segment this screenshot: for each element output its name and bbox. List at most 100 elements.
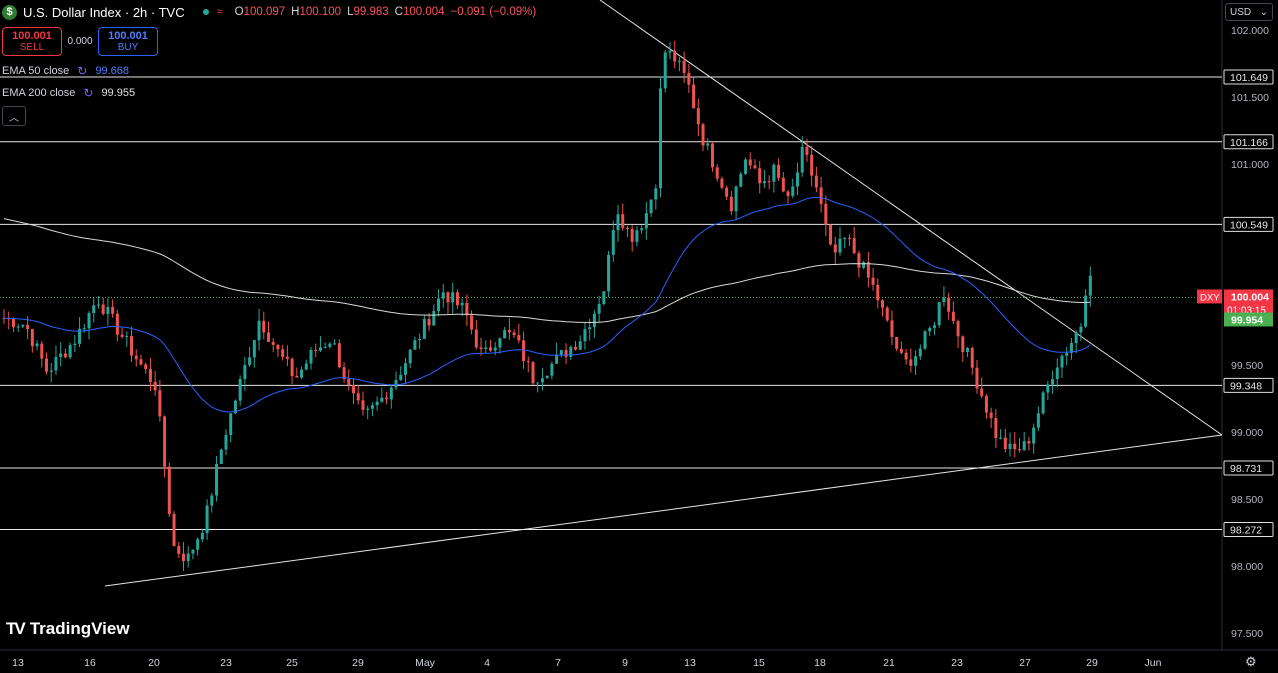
candle-body [574, 346, 578, 350]
ema200-value: 99.955 [101, 87, 136, 99]
candle-body [309, 350, 313, 364]
candle-body [493, 347, 497, 351]
candle-body [819, 187, 823, 204]
candle-body [555, 354, 559, 364]
candle-body [659, 88, 663, 189]
candle-body [843, 237, 847, 239]
candle-body [961, 336, 965, 353]
candle-body [942, 297, 946, 303]
level-price-label: 100.549 [1230, 219, 1268, 231]
candle-body [92, 305, 96, 314]
candle-body [271, 341, 275, 345]
level-price-label: 98.731 [1230, 463, 1262, 475]
candle-body [153, 381, 157, 391]
level-price-label: 101.166 [1230, 137, 1268, 149]
countdown-label: 01:03:15 [1227, 305, 1266, 316]
candle-body [1065, 352, 1069, 356]
candle-body [451, 292, 455, 303]
candle-body [607, 254, 611, 292]
candle-body [810, 154, 814, 176]
candle-body [866, 262, 870, 278]
time-tick-label: 23 [951, 657, 963, 669]
symbol-title[interactable]: U.S. Dollar Index · 2h · TVC [23, 4, 185, 20]
candle-body [725, 187, 729, 197]
candle-body [1069, 343, 1073, 353]
candle-body [441, 292, 445, 299]
trade-panel: 100.001 SELL 0.000 100.001 BUY [2, 27, 158, 56]
candle-body [914, 356, 918, 366]
chevron-up-icon: ︿ [9, 112, 19, 124]
candle-body [588, 327, 592, 330]
candle-body [616, 214, 620, 231]
candle-body [904, 352, 908, 360]
sell-button[interactable]: 100.001 SELL [2, 27, 62, 56]
time-tick-label: 7 [555, 657, 561, 669]
indicator-ema200[interactable]: EMA 200 close ↻ 99.955 [2, 86, 136, 100]
currency-select[interactable]: USD ⌄ [1225, 3, 1273, 21]
candle-body [172, 514, 176, 546]
gear-icon[interactable]: ⚙ [1245, 654, 1257, 669]
candle-body [300, 369, 304, 378]
time-tick-label: May [415, 657, 436, 669]
time-tick-label: 9 [622, 657, 628, 669]
candle-body [975, 367, 979, 389]
candle-body [663, 52, 667, 89]
ohlc-values: O100.097 H100.100 L99.983 C100.004 −0.091 (−… [235, 6, 537, 18]
time-tick-label: 13 [12, 657, 24, 669]
level-price-tag [1223, 522, 1274, 538]
candle-body [824, 203, 828, 225]
candle-body [158, 390, 162, 417]
candle-body [106, 306, 110, 314]
time-tick-label: 15 [753, 657, 765, 669]
candle-body [446, 292, 450, 303]
level-price-tag [1223, 460, 1274, 476]
ohlc-item: C100.004 [394, 6, 445, 18]
candle-body [276, 344, 280, 350]
buy-button[interactable]: 100.001 BUY [98, 27, 158, 56]
candle-body [139, 359, 143, 365]
candle-body [205, 505, 209, 534]
candle-body [318, 347, 322, 351]
candle-body [337, 343, 341, 368]
candle-body [328, 343, 332, 347]
candle-body [772, 164, 776, 182]
candle-body [229, 413, 233, 435]
candle-body [1027, 441, 1031, 444]
candle-body [111, 306, 115, 314]
indicator-ema50[interactable]: EMA 50 close ↻ 99.668 [2, 64, 129, 78]
ohlc-item: H100.100 [291, 6, 342, 18]
candle-body [1060, 355, 1064, 368]
time-tick-label: 29 [1086, 657, 1098, 669]
candle-body [829, 224, 833, 245]
candle-body [314, 350, 318, 352]
candle-body [625, 227, 629, 229]
candle-body [361, 400, 365, 410]
candle-body [101, 304, 105, 314]
candle-body [167, 466, 171, 515]
candle-body [876, 284, 880, 301]
candle-body [380, 397, 384, 402]
candle-body [526, 361, 530, 363]
candle-body [285, 356, 289, 359]
candle-body [881, 300, 885, 308]
candle-body [786, 191, 790, 196]
candle-body [498, 338, 502, 348]
candle-body [956, 321, 960, 337]
candle-body [59, 353, 63, 357]
candle-body [729, 196, 733, 212]
candle-body [1013, 443, 1017, 450]
time-tick-label: 27 [1019, 657, 1031, 669]
candle-body [488, 347, 492, 351]
candle-body [370, 405, 374, 409]
price-tick-label: 99.000 [1231, 427, 1263, 439]
candle-body [701, 124, 705, 146]
candle-body [40, 343, 44, 359]
candle-body [753, 165, 757, 169]
candle-body [1041, 392, 1045, 414]
candles-group [2, 40, 1092, 571]
candle-body [791, 186, 795, 196]
candle-body [692, 84, 696, 109]
collapse-legend-button[interactable]: ︿ [2, 106, 26, 126]
candle-body [805, 146, 809, 155]
